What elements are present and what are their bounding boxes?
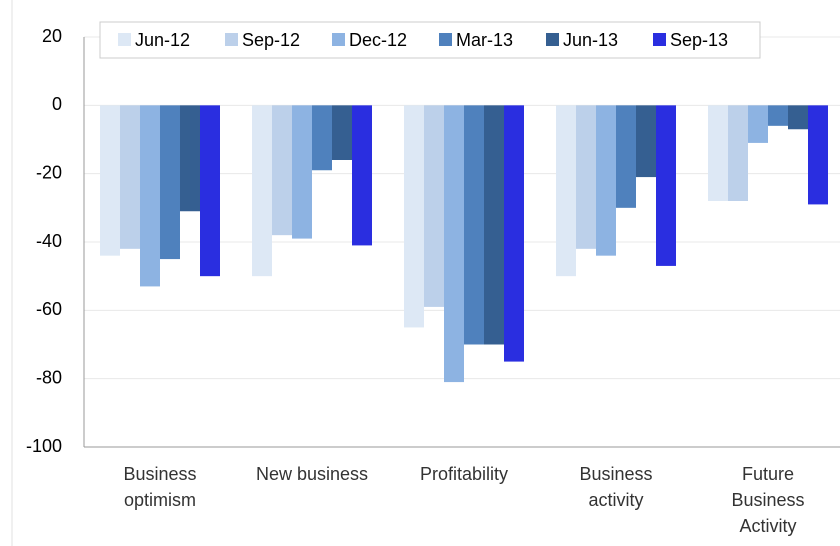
bar <box>312 105 332 171</box>
x-tick-label: Future Business Activity <box>731 464 805 536</box>
bar <box>272 105 292 236</box>
bar <box>768 105 788 126</box>
legend-label: Dec-12 <box>349 30 407 50</box>
y-tick-label: 20 <box>42 26 62 46</box>
legend-label: Mar-13 <box>456 30 513 50</box>
bar <box>352 105 372 246</box>
legend-swatch <box>546 33 559 46</box>
bar <box>656 105 676 266</box>
bar <box>788 105 808 130</box>
x-tick-label: Profitability <box>419 464 509 484</box>
bar <box>252 105 272 277</box>
bar <box>636 105 656 178</box>
bar <box>292 105 312 239</box>
bar <box>808 105 828 205</box>
x-tick-label: Business activity <box>579 464 653 510</box>
bar <box>424 105 444 307</box>
bar <box>576 105 596 249</box>
bar <box>100 105 120 256</box>
y-tick-label: -100 <box>26 436 62 456</box>
y-tick-label: -80 <box>36 367 62 387</box>
y-tick-label: -40 <box>36 231 62 251</box>
bar <box>708 105 728 201</box>
bar <box>596 105 616 256</box>
y-tick-label: -60 <box>36 299 62 319</box>
x-tick-label: Business optimism <box>123 464 197 510</box>
legend-swatch <box>653 33 666 46</box>
legend-label: Jun-12 <box>135 30 190 50</box>
bar <box>556 105 576 277</box>
bar <box>120 105 140 249</box>
legend-swatch <box>118 33 131 46</box>
y-tick-label: 0 <box>52 94 62 114</box>
bar <box>444 105 464 383</box>
bar <box>332 105 352 160</box>
bar <box>616 105 636 208</box>
y-tick-label: -20 <box>36 162 62 182</box>
bar <box>200 105 220 277</box>
legend-swatch <box>439 33 452 46</box>
bar <box>728 105 748 201</box>
bar <box>140 105 160 287</box>
bar <box>180 105 200 212</box>
x-tick-label: New business <box>255 464 369 484</box>
bar <box>160 105 180 260</box>
bar <box>464 105 484 345</box>
legend-label: Sep-12 <box>242 30 300 50</box>
legend-label: Jun-13 <box>563 30 618 50</box>
bar <box>748 105 768 143</box>
bar <box>484 105 504 345</box>
bar <box>404 105 424 328</box>
legend-label: Sep-13 <box>670 30 728 50</box>
legend-swatch <box>332 33 345 46</box>
legend-box <box>99 21 761 59</box>
bar <box>504 105 524 362</box>
legend-swatch <box>225 33 238 46</box>
